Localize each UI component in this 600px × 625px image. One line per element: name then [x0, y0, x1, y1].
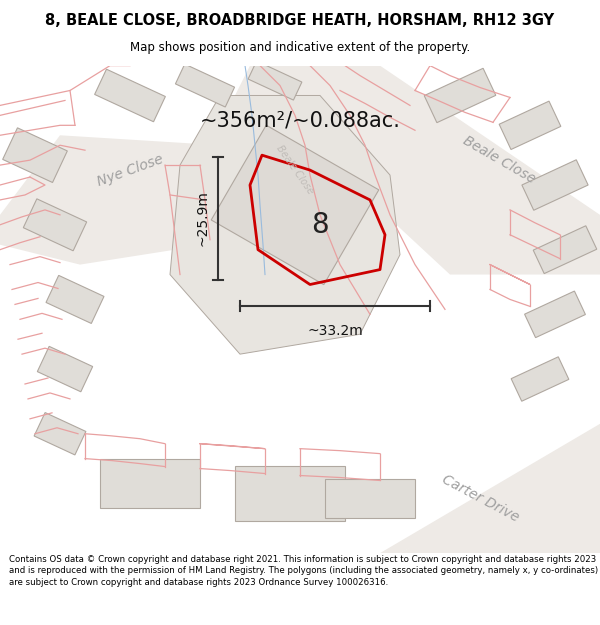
- Polygon shape: [46, 276, 104, 324]
- Text: Beale Close: Beale Close: [460, 134, 537, 186]
- Polygon shape: [524, 291, 586, 338]
- Text: Contains OS data © Crown copyright and database right 2021. This information is : Contains OS data © Crown copyright and d…: [9, 554, 598, 587]
- Text: 8, BEALE CLOSE, BROADBRIDGE HEATH, HORSHAM, RH12 3GY: 8, BEALE CLOSE, BROADBRIDGE HEATH, HORSH…: [46, 13, 554, 28]
- Text: Carter Drive: Carter Drive: [439, 472, 521, 524]
- Polygon shape: [325, 479, 415, 518]
- Polygon shape: [170, 96, 400, 354]
- Polygon shape: [511, 357, 569, 401]
- Text: Nye Close: Nye Close: [95, 152, 165, 189]
- Polygon shape: [235, 466, 345, 521]
- Polygon shape: [211, 125, 379, 284]
- Text: Map shows position and indicative extent of the property.: Map shows position and indicative extent…: [130, 41, 470, 54]
- Polygon shape: [380, 424, 600, 553]
- Polygon shape: [0, 135, 290, 264]
- Polygon shape: [23, 199, 86, 251]
- Polygon shape: [424, 68, 496, 122]
- Text: ~33.2m: ~33.2m: [307, 324, 363, 338]
- Polygon shape: [34, 412, 86, 455]
- Text: ~25.9m: ~25.9m: [196, 191, 210, 246]
- Polygon shape: [533, 226, 597, 274]
- Polygon shape: [400, 434, 600, 553]
- Polygon shape: [95, 69, 166, 122]
- Text: ~356m²/~0.088ac.: ~356m²/~0.088ac.: [200, 111, 400, 131]
- Polygon shape: [37, 346, 92, 392]
- Polygon shape: [2, 128, 67, 182]
- Polygon shape: [522, 160, 588, 210]
- Polygon shape: [220, 66, 600, 274]
- Text: 8: 8: [311, 211, 329, 239]
- Polygon shape: [100, 459, 200, 508]
- Polygon shape: [499, 101, 561, 149]
- Polygon shape: [248, 61, 302, 100]
- Polygon shape: [175, 64, 235, 107]
- Text: Beale Close: Beale Close: [274, 144, 316, 196]
- Polygon shape: [200, 66, 380, 165]
